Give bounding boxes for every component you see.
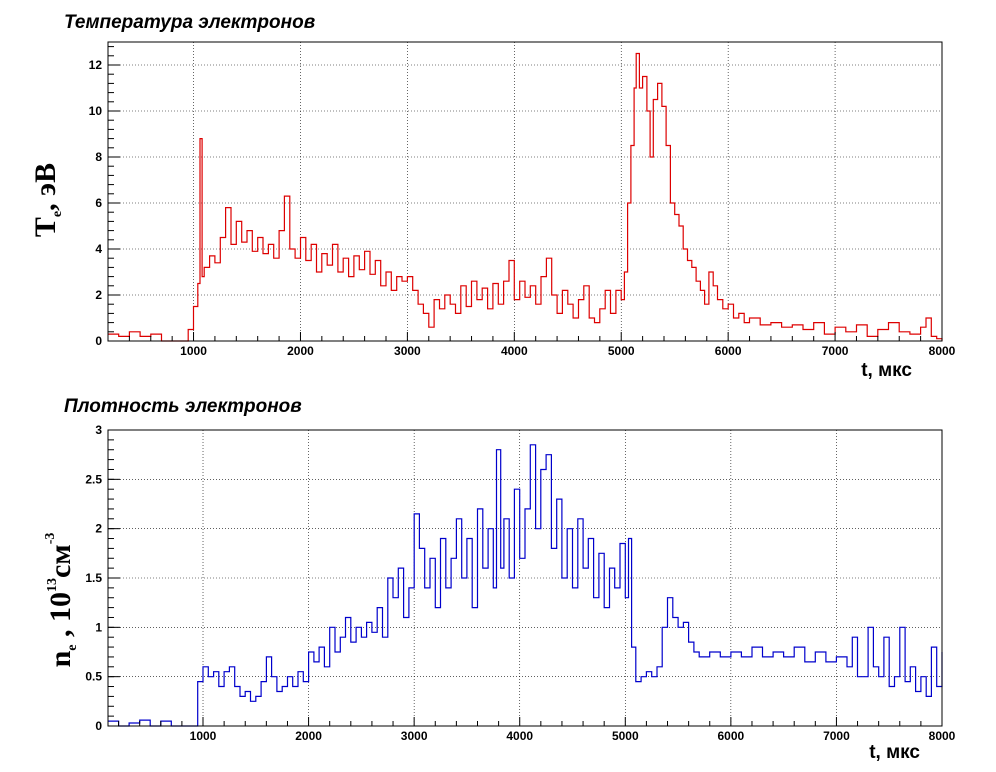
y-tick-label-density: 1.5 — [85, 571, 102, 585]
x-tick-label-temperature: 2000 — [287, 344, 314, 358]
x-tick-label-density: 1000 — [190, 729, 217, 743]
y-tick-label-temperature: 6 — [95, 196, 102, 210]
grid-density — [108, 429, 943, 726]
chart-density: Плотность электронов 1000 2000 3000 4000 500… — [43, 396, 956, 763]
x-tick-label-density: 8000 — [929, 729, 956, 743]
y-tick-label-density: 3 — [95, 423, 102, 437]
y-tick-label-density: 0.5 — [85, 670, 102, 684]
y-tick-label-temperature: 12 — [89, 58, 103, 72]
x-tick-label-density: 3000 — [401, 729, 428, 743]
x-tick-label-density: 2000 — [295, 729, 322, 743]
y-tick-label-temperature: 10 — [89, 104, 103, 118]
chart-title-temperature: Температура электронов — [64, 12, 315, 33]
y-tick-label-temperature: 2 — [95, 288, 102, 302]
series-line-density — [108, 444, 943, 727]
x-tick-label-temperature: 3000 — [394, 344, 421, 358]
series-line-temperature — [108, 52, 943, 342]
y-axis-label-temperature: Te, эВ — [29, 163, 65, 237]
y-tick-label-density: 0 — [95, 719, 102, 733]
x-tick-label-temperature: 8000 — [929, 344, 956, 358]
x-tick-label-density: 4000 — [506, 729, 533, 743]
chart-temperature: Температура электронов 1000 2000 3000 4000 5… — [29, 12, 956, 381]
y-axis-temperature: 0 2 4 6 8 10 12 — [89, 46, 120, 348]
x-axis-label-temperature: t, мкс — [861, 360, 912, 381]
x-tick-label-temperature: 5000 — [608, 344, 635, 358]
x-axis-label-density: t, мкс — [869, 742, 920, 763]
y-tick-label-temperature: 8 — [95, 150, 102, 164]
y-axis-label-density: ne , 1013см-3 — [43, 533, 80, 668]
plot-frame-temperature — [107, 41, 943, 342]
y-axis-density: 0 0.5 1 1.5 2 2.5 3 — [85, 423, 120, 733]
x-tick-label-temperature: 1000 — [180, 344, 207, 358]
y-tick-label-temperature: 4 — [95, 242, 102, 256]
x-tick-label-density: 6000 — [718, 729, 745, 743]
x-tick-label-temperature: 7000 — [822, 344, 849, 358]
x-tick-label-density: 5000 — [612, 729, 639, 743]
x-tick-label-temperature: 6000 — [715, 344, 742, 358]
y-tick-label-density: 1 — [95, 620, 102, 634]
x-tick-label-temperature: 4000 — [501, 344, 528, 358]
y-tick-label-density: 2.5 — [85, 472, 102, 486]
x-axis-density: 1000 2000 3000 4000 5000 6000 7000 8000 — [118, 717, 956, 743]
y-tick-label-density: 2 — [95, 522, 102, 536]
chart-title-density: Плотность электронов — [64, 396, 302, 417]
y-tick-label-temperature: 0 — [95, 334, 102, 348]
x-axis-temperature: 1000 2000 3000 4000 5000 6000 7000 8000 — [107, 332, 956, 358]
x-tick-label-density: 7000 — [823, 729, 850, 743]
